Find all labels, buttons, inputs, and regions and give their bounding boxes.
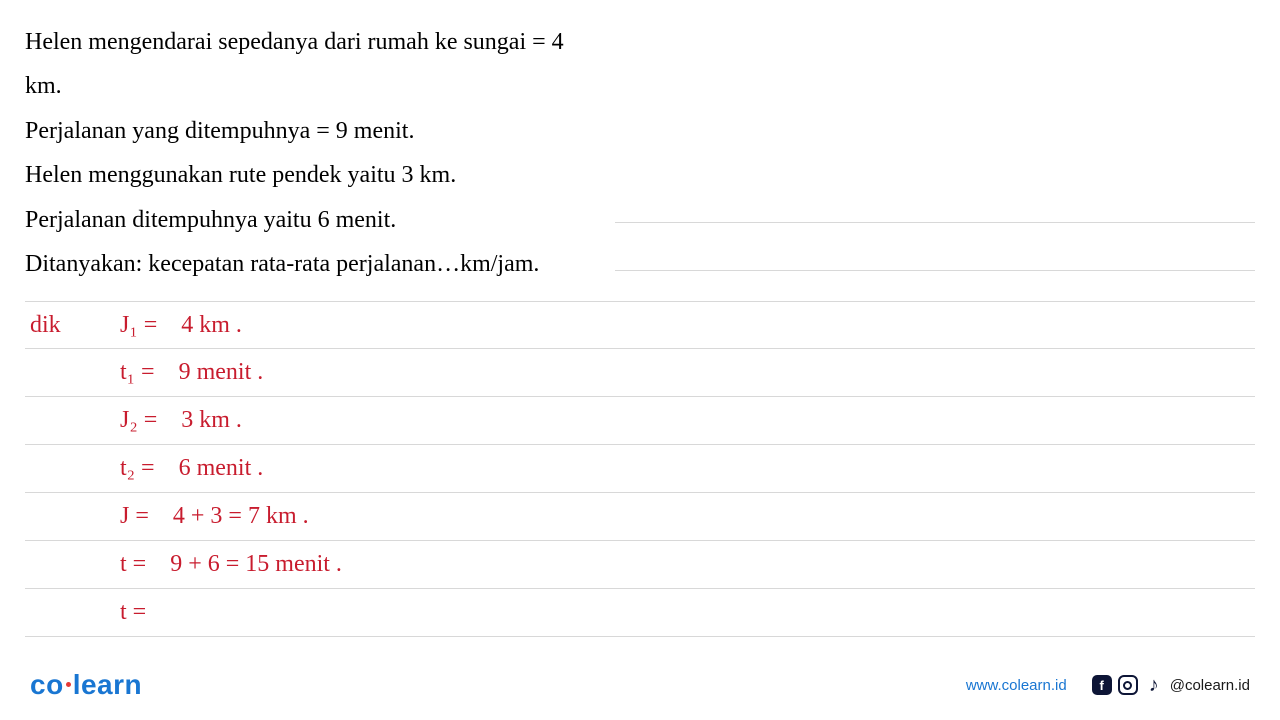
handwritten-label: dik [30,312,61,339]
footer: colearn www.colearn.id f ♪ @colearn.id [0,650,1280,720]
problem-line-2: km. [25,64,1255,108]
hw-row-5: t = 9 + 6 = 15 menit . [120,551,342,578]
social-links: f ♪ @colearn.id [1092,675,1250,695]
website-link[interactable]: www.colearn.id [966,677,1067,694]
hw-row-6: t = [120,599,164,626]
right-ruled-lines [615,175,1255,271]
facebook-icon[interactable]: f [1092,675,1112,695]
tiktok-icon[interactable]: ♪ [1144,675,1164,695]
problem-line-1: Helen mengendarai sepedanya dari rumah k… [25,20,1255,64]
instagram-icon[interactable] [1118,675,1138,695]
hw-row-3: t₂ = 6 menit . [120,455,263,482]
handwritten-solution: dik J₁ = 4 km . t₁ = 9 menit . J₂ = 3 km… [25,301,1255,637]
hw-row-1: t₁ = 9 menit . [120,359,263,386]
social-handle: @colearn.id [1170,677,1250,694]
logo: colearn [30,669,142,701]
hw-row-4: J = 4 + 3 = 7 km . [120,503,309,530]
problem-line-3: Perjalanan yang ditempuhnya = 9 menit. [25,109,1255,153]
hw-row-2: J₂ = 3 km . [120,407,242,434]
hw-row-0: J₁ = 4 km . [120,312,242,339]
